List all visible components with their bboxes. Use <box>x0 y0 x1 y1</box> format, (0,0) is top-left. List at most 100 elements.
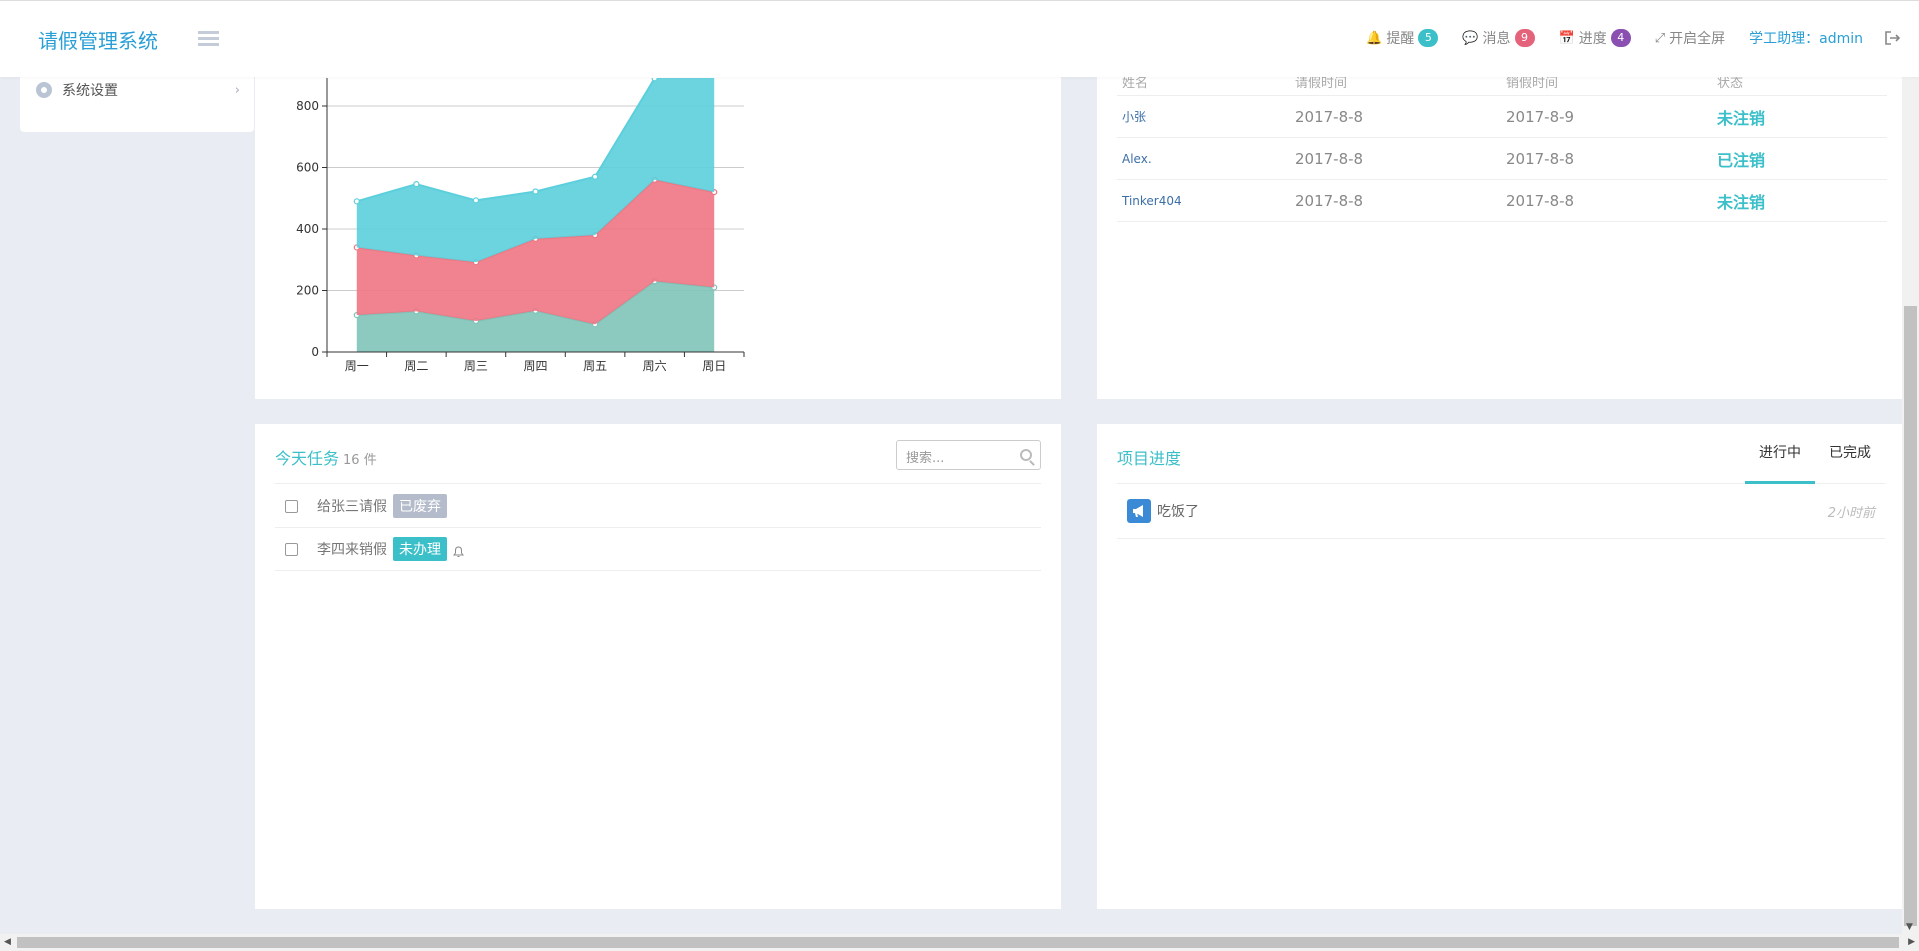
data-point[interactable] <box>472 197 480 204</box>
task-text: 给张三请假 <box>317 499 387 515</box>
nav-messages[interactable]: 💬 消息 9 <box>1462 28 1535 48</box>
tasks-count: 16 件 <box>343 453 377 468</box>
reminders-count-badge: 5 <box>1418 29 1439 47</box>
data-point[interactable] <box>532 188 539 195</box>
task-text: 李四来销假 <box>317 542 387 558</box>
x-tick-label: 周日 <box>702 359 726 373</box>
project-header: 项目进度 <box>1117 424 1885 484</box>
task-search-input[interactable]: 搜索... <box>896 440 1041 470</box>
logout-icon[interactable] <box>1885 31 1901 45</box>
task-item: 给张三请假 已废弃 <box>275 485 1041 528</box>
cell-leave-time: 2017-8-8 <box>1295 191 1364 210</box>
cell-status: 未注销 <box>1717 108 1766 128</box>
nav-reminders[interactable]: 🔔 提醒 5 <box>1366 28 1439 48</box>
search-placeholder: 搜索... <box>906 451 945 466</box>
tasks-panel: 今天任务 16 件 搜索... 给张三请假 已废弃 李四来销假 未办理 <box>255 424 1061 909</box>
col-status: 状态 <box>1717 76 1744 91</box>
x-tick-label: 周一 <box>345 359 369 373</box>
y-tick-label: 200 <box>296 284 319 298</box>
area-series-2 <box>356 179 715 325</box>
task-checkbox[interactable] <box>285 499 298 513</box>
vertical-scrollbar[interactable]: ▲ ▼ <box>1902 0 1919 934</box>
vertical-scroll-thumb[interactable] <box>1904 306 1917 926</box>
x-tick-label: 周三 <box>464 359 488 373</box>
data-point[interactable] <box>651 76 658 82</box>
calendar-icon: 📅 <box>1558 30 1575 46</box>
project-item-time: 2小时前 <box>1827 505 1875 521</box>
table-row: Tinker404 2017-8-8 2017-8-8 未注销 <box>1117 180 1887 222</box>
project-title: 项目进度 <box>1117 449 1182 468</box>
top-nav: 🔔 提醒 5 💬 消息 9 📅 进度 4 ⤢ 开启全屏 学工助理：admin <box>1342 28 1901 48</box>
gear-icon <box>36 82 52 98</box>
scroll-left-icon[interactable]: ◀ <box>4 937 11 947</box>
bell-icon[interactable] <box>453 543 464 557</box>
nav-progress-label: 进度 <box>1578 31 1607 47</box>
data-point[interactable] <box>353 198 360 205</box>
chevron-right-icon: › <box>234 82 240 98</box>
project-item: 吃饭了 2小时前 <box>1117 484 1885 539</box>
nav-messages-label: 消息 <box>1482 31 1511 47</box>
project-item-text: 吃饭了 <box>1157 504 1199 520</box>
tasks-title-text: 今天任务 <box>275 449 340 468</box>
cell-name[interactable]: Alex. <box>1122 151 1152 166</box>
table-row: Alex. 2017-8-8 2017-8-8 已注销 <box>1117 138 1887 180</box>
y-tick-label: 600 <box>296 161 319 175</box>
user-name[interactable]: 学工助理：admin <box>1749 31 1863 47</box>
search-icon[interactable] <box>1020 449 1032 461</box>
tab-completed[interactable]: 已完成 <box>1829 445 1871 461</box>
bell-icon: 🔔 <box>1366 30 1383 46</box>
app-brand[interactable]: 请假管理系统 <box>38 29 158 53</box>
sidebar-item-settings[interactable]: 系统设置 › <box>36 80 240 100</box>
messages-count-badge: 9 <box>1514 29 1535 47</box>
table-row: 小张 2017-8-8 2017-8-9 未注销 <box>1117 96 1887 138</box>
cell-return-time: 2017-8-8 <box>1506 191 1575 210</box>
stacked-area-chart: 0 200 400 600 800 周一 周二 周三 周四 周五 周六 周日 <box>296 76 745 373</box>
area-series-1 <box>356 281 715 352</box>
y-tick-label: 400 <box>296 222 319 236</box>
cell-name[interactable]: Tinker404 <box>1122 193 1182 208</box>
expand-icon: ⤢ <box>1654 30 1666 46</box>
scroll-down-icon[interactable]: ▼ <box>1906 922 1913 932</box>
cell-return-time: 2017-8-8 <box>1506 149 1575 168</box>
nav-reminders-label: 提醒 <box>1386 31 1415 47</box>
y-tick-label: 800 <box>296 99 319 113</box>
x-tick-label: 周五 <box>583 359 607 373</box>
tab-in-progress[interactable]: 进行中 <box>1745 424 1815 484</box>
comment-icon: 💬 <box>1462 30 1479 46</box>
tasks-title: 今天任务 16 件 <box>275 445 377 469</box>
data-point[interactable] <box>413 181 420 188</box>
tasks-header: 今天任务 16 件 搜索... <box>275 424 1041 484</box>
cell-status: 已注销 <box>1717 150 1766 170</box>
x-tick-label: 周四 <box>523 359 547 373</box>
horizontal-scroll-thumb[interactable] <box>17 937 1899 948</box>
sidebar: 系统设置 › <box>20 70 254 132</box>
plot-area <box>353 76 718 352</box>
cell-leave-time: 2017-8-8 <box>1295 149 1364 168</box>
chart-panel: 0 200 400 600 800 周一 周二 周三 周四 周五 周六 周日 <box>255 70 1061 399</box>
project-tabs: 进行中 已完成 <box>1745 424 1885 484</box>
progress-count-badge: 4 <box>1610 29 1631 47</box>
horizontal-scrollbar[interactable]: ◀ ▶ <box>0 934 1919 951</box>
cell-name[interactable]: 小张 <box>1122 110 1147 124</box>
x-tick-label: 周二 <box>404 359 428 373</box>
project-panel: 项目进度 进行中 已完成 吃饭了 2小时前 <box>1097 424 1905 909</box>
nav-fullscreen[interactable]: ⤢ 开启全屏 <box>1655 28 1725 48</box>
nav-fullscreen-label: 开启全屏 <box>1669 31 1726 47</box>
task-status-tag: 已废弃 <box>393 494 447 518</box>
y-tick-label: 0 <box>311 345 319 359</box>
task-status-tag: 未办理 <box>393 537 447 561</box>
megaphone-icon <box>1127 499 1151 523</box>
nav-progress[interactable]: 📅 进度 4 <box>1559 28 1631 48</box>
cell-leave-time: 2017-8-8 <box>1295 107 1364 126</box>
col-name: 姓名 <box>1122 76 1149 91</box>
menu-toggle-icon[interactable] <box>198 31 219 47</box>
task-checkbox[interactable] <box>285 542 298 556</box>
data-point[interactable] <box>591 173 599 180</box>
task-item: 李四来销假 未办理 <box>275 528 1041 571</box>
area-series-3 <box>356 78 715 263</box>
leave-table: 姓名 请假时间 销假时间 状态 小张 2017-8-8 2017-8-9 未注销… <box>1117 70 1887 222</box>
col-return-time: 销假时间 <box>1506 76 1559 91</box>
scroll-right-icon[interactable]: ▶ <box>1908 937 1915 947</box>
table-header: 姓名 请假时间 销假时间 状态 <box>1117 70 1887 96</box>
sidebar-item-label: 系统设置 <box>62 83 118 99</box>
